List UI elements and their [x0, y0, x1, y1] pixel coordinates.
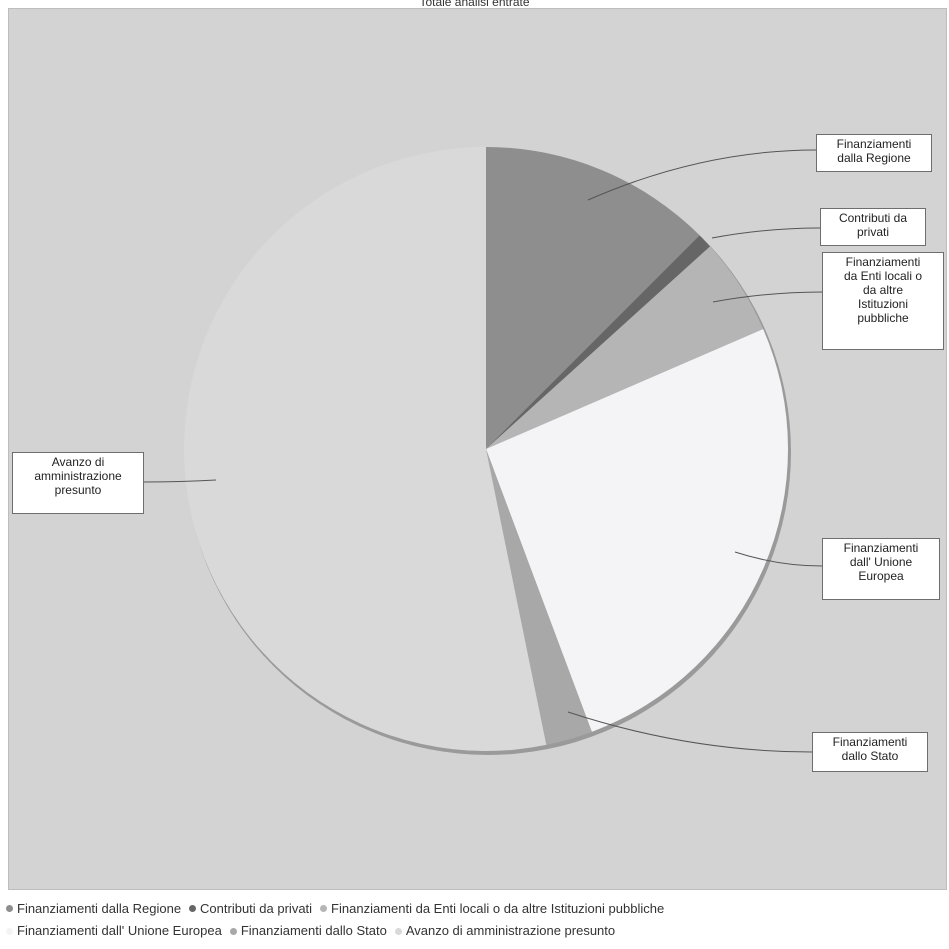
leader-line — [587, 149, 817, 201]
leader-line — [734, 551, 823, 567]
legend-item: Avanzo di amministrazione presunto — [394, 920, 616, 942]
legend-item: Finanziamenti dall' Unione Europea — [6, 920, 222, 942]
legend-marker — [6, 927, 13, 935]
legend-marker — [320, 905, 328, 912]
slice-callout-label: Finanziamenti da Enti locali o da altre … — [822, 252, 944, 350]
slice-callout-label: Finanziamenti dall' Unione Europea — [822, 538, 940, 600]
legend-item: Finanziamenti da Enti locali o da altre … — [320, 898, 664, 920]
pie-slice — [486, 246, 764, 449]
legend-label: Finanziamenti dall' Unione Europea — [17, 923, 222, 938]
pie-slice — [486, 147, 700, 449]
legend-marker — [189, 905, 197, 912]
slice-callout-label: Finanziamenti dallo Stato — [812, 732, 928, 772]
pie-slice — [486, 449, 592, 745]
legend-label: Finanziamenti da Enti locali o da altre … — [331, 900, 665, 916]
legend-item: Contributi da privati — [189, 898, 312, 920]
slice-callout-label: Avanzo di amministrazione presunto — [12, 452, 144, 514]
pie-slice — [183, 147, 547, 751]
chart-title: Totale analisi entrate — [419, 0, 530, 9]
leader-line — [711, 227, 821, 239]
slice-callout-label: Finanziamenti dalla Regione — [816, 134, 932, 172]
legend-item: Finanziamenti dalla Regione — [6, 898, 181, 920]
leader-line — [143, 479, 217, 483]
legend-label: Finanziamenti dalla Regione — [17, 900, 182, 916]
slice-callout-label: Contributi da privati — [820, 208, 926, 246]
pie-slice — [486, 235, 711, 449]
pie-slice — [486, 329, 788, 732]
legend-label: Contributi da privati — [200, 900, 313, 916]
legend-item: Finanziamenti dallo Stato — [229, 920, 387, 942]
leader-line — [712, 291, 823, 303]
leader-line — [567, 711, 813, 753]
legend-label: Finanziamenti dallo Stato — [240, 923, 387, 938]
legend-marker — [394, 927, 402, 935]
legend-marker — [229, 927, 237, 935]
legend: Finanziamenti dalla Regione Contributi da… — [6, 897, 946, 942]
legend-label: Avanzo di amministrazione presunto — [405, 923, 616, 938]
legend-marker — [6, 905, 13, 912]
